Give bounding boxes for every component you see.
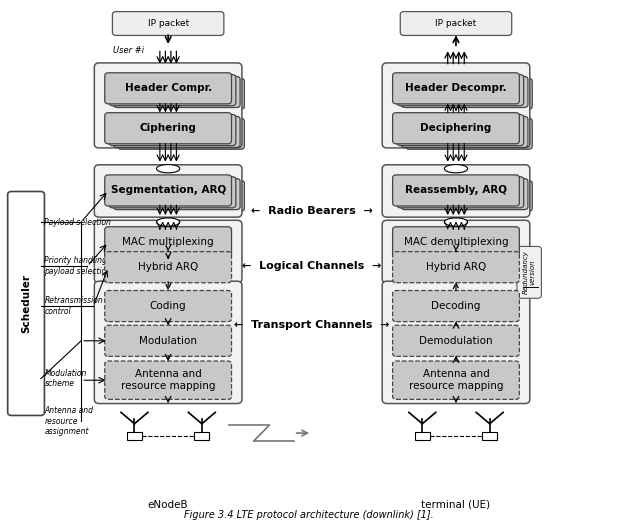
FancyBboxPatch shape xyxy=(392,113,519,144)
FancyBboxPatch shape xyxy=(382,281,530,403)
FancyBboxPatch shape xyxy=(95,165,242,217)
Text: terminal (UE): terminal (UE) xyxy=(421,500,491,510)
Text: Demodulation: Demodulation xyxy=(419,336,493,346)
Text: Retransmission
control: Retransmission control xyxy=(44,297,103,316)
Text: Reassembly, ARQ: Reassembly, ARQ xyxy=(405,185,507,195)
FancyBboxPatch shape xyxy=(397,115,523,146)
Text: Header Decompr.: Header Decompr. xyxy=(405,83,507,93)
FancyBboxPatch shape xyxy=(117,180,244,212)
Text: RLC: RLC xyxy=(393,175,414,185)
Text: IP packet: IP packet xyxy=(148,19,188,28)
Text: Decoding: Decoding xyxy=(431,301,481,311)
FancyBboxPatch shape xyxy=(392,73,519,104)
FancyBboxPatch shape xyxy=(392,290,519,322)
FancyBboxPatch shape xyxy=(405,78,532,110)
FancyBboxPatch shape xyxy=(104,227,232,258)
Bar xyxy=(127,432,142,440)
FancyBboxPatch shape xyxy=(397,74,523,106)
Text: PDCP: PDCP xyxy=(105,73,135,83)
Text: Antenna and
resource mapping: Antenna and resource mapping xyxy=(121,369,216,391)
FancyBboxPatch shape xyxy=(382,220,530,283)
FancyBboxPatch shape xyxy=(392,227,519,258)
FancyBboxPatch shape xyxy=(104,252,232,283)
FancyBboxPatch shape xyxy=(109,177,236,208)
FancyBboxPatch shape xyxy=(95,220,242,283)
Text: User #i: User #i xyxy=(112,47,144,56)
FancyBboxPatch shape xyxy=(104,73,232,104)
FancyBboxPatch shape xyxy=(382,165,530,217)
Text: Hybrid ARQ: Hybrid ARQ xyxy=(426,262,486,272)
Text: Ciphering: Ciphering xyxy=(140,123,197,133)
FancyBboxPatch shape xyxy=(109,115,236,146)
Text: PHY: PHY xyxy=(393,291,415,301)
FancyBboxPatch shape xyxy=(104,290,232,322)
Text: Payload selection: Payload selection xyxy=(44,217,111,226)
Text: Scheduler: Scheduler xyxy=(21,274,31,333)
Text: Modulation
scheme: Modulation scheme xyxy=(44,369,87,388)
Text: MAC multiplexing: MAC multiplexing xyxy=(122,237,214,247)
Text: MAC: MAC xyxy=(105,231,130,241)
FancyBboxPatch shape xyxy=(104,175,232,206)
Bar xyxy=(482,432,497,440)
Text: eNodeB: eNodeB xyxy=(148,500,188,510)
Text: RLC: RLC xyxy=(105,175,126,185)
Ellipse shape xyxy=(444,165,468,173)
FancyBboxPatch shape xyxy=(382,63,530,148)
FancyBboxPatch shape xyxy=(401,179,528,210)
FancyBboxPatch shape xyxy=(405,180,532,212)
Text: IP packet: IP packet xyxy=(435,19,476,28)
Text: ←  Radio Bearers  →: ← Radio Bearers → xyxy=(251,206,373,216)
Text: Antenna and
resource mapping: Antenna and resource mapping xyxy=(408,369,503,391)
Ellipse shape xyxy=(156,165,180,173)
Text: MAC: MAC xyxy=(393,231,418,241)
Text: Modulation: Modulation xyxy=(139,336,197,346)
FancyBboxPatch shape xyxy=(113,179,240,210)
Bar xyxy=(195,432,209,440)
FancyBboxPatch shape xyxy=(405,118,532,149)
FancyBboxPatch shape xyxy=(95,281,242,403)
Text: Redundancy
version: Redundancy version xyxy=(523,250,536,294)
Text: Segmentation, ARQ: Segmentation, ARQ xyxy=(111,185,226,195)
Text: Priority handling,
payload selection: Priority handling, payload selection xyxy=(44,256,112,276)
FancyBboxPatch shape xyxy=(117,118,244,149)
FancyBboxPatch shape xyxy=(392,175,519,206)
FancyBboxPatch shape xyxy=(397,177,523,208)
Text: PDCP: PDCP xyxy=(393,73,423,83)
Text: PHY: PHY xyxy=(105,291,127,301)
Text: ←  Logical Channels  →: ← Logical Channels → xyxy=(242,261,382,271)
FancyBboxPatch shape xyxy=(7,191,44,416)
FancyBboxPatch shape xyxy=(104,361,232,399)
Text: ←  Transport Channels  →: ← Transport Channels → xyxy=(234,320,390,330)
FancyBboxPatch shape xyxy=(392,252,519,283)
Text: Deciphering: Deciphering xyxy=(420,123,491,133)
Bar xyxy=(415,432,430,440)
FancyBboxPatch shape xyxy=(401,116,528,147)
Ellipse shape xyxy=(156,218,180,226)
FancyBboxPatch shape xyxy=(392,361,519,399)
FancyBboxPatch shape xyxy=(113,116,240,147)
Ellipse shape xyxy=(444,218,468,226)
Text: Antenna and
resource
assignment: Antenna and resource assignment xyxy=(44,406,93,436)
FancyBboxPatch shape xyxy=(104,325,232,356)
Text: Hybrid ARQ: Hybrid ARQ xyxy=(138,262,198,272)
FancyBboxPatch shape xyxy=(104,113,232,144)
Text: Figure 3.4 LTE protocol architecture (downlink) [1].: Figure 3.4 LTE protocol architecture (do… xyxy=(184,510,434,520)
FancyBboxPatch shape xyxy=(109,74,236,106)
Text: MAC demultiplexing: MAC demultiplexing xyxy=(404,237,508,247)
FancyBboxPatch shape xyxy=(117,78,244,110)
FancyBboxPatch shape xyxy=(392,325,519,356)
FancyBboxPatch shape xyxy=(517,246,541,298)
FancyBboxPatch shape xyxy=(113,77,240,107)
FancyBboxPatch shape xyxy=(401,77,528,107)
FancyBboxPatch shape xyxy=(112,12,224,36)
Text: Coding: Coding xyxy=(150,301,187,311)
Text: Header Compr.: Header Compr. xyxy=(124,83,212,93)
FancyBboxPatch shape xyxy=(95,63,242,148)
FancyBboxPatch shape xyxy=(400,12,512,36)
